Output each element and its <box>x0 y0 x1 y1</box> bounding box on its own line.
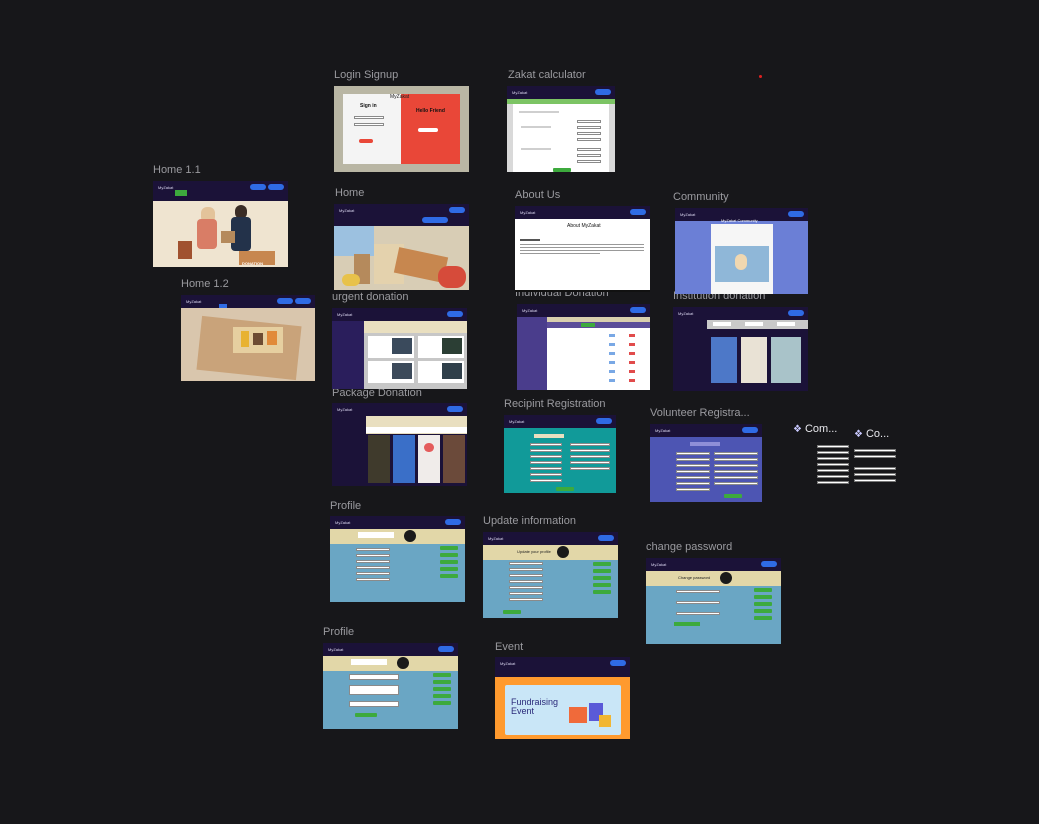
nav-bar: MyZakat <box>334 204 469 217</box>
fundraising-title-line2: Event <box>511 706 535 716</box>
frame-label-package-donation[interactable]: Package Donation <box>332 387 422 399</box>
nav-bar: MyZakat <box>332 308 467 321</box>
component-label-text: Co... <box>865 428 890 440</box>
frame-profile-2[interactable]: MyZakat <box>323 643 458 729</box>
frame-volunteer-registration[interactable]: MyZakat <box>650 424 762 502</box>
frame-label-recipint-registration[interactable]: Recipint Registration <box>504 398 606 410</box>
frame-change-password[interactable]: MyZakat Change password <box>646 558 781 644</box>
frame-label-update-information[interactable]: Update information <box>483 515 576 527</box>
frame-home-1-2[interactable]: MyZakat <box>181 295 315 381</box>
frame-label-profile-2[interactable]: Profile <box>323 626 355 638</box>
component-label-text: Com... <box>804 423 838 435</box>
update-title: Update your profile <box>517 549 551 554</box>
nav-bar: MyZakat <box>323 643 458 656</box>
component-icon: ❖ <box>793 424 802 435</box>
frame-zakat-calculator[interactable]: MyZakat <box>507 86 615 172</box>
frame-label-volunteer-registration[interactable]: Volunteer Registra... <box>650 407 750 419</box>
nav-bar: MyZakat <box>650 424 762 437</box>
red-dot-indicator <box>759 75 762 78</box>
frame-recipint-registration[interactable]: MyZakat <box>504 415 616 493</box>
frame-label-urgent-donation[interactable]: urgent donation <box>332 291 409 303</box>
nav-bar: MyZakat <box>332 403 467 416</box>
nav-bar: MyZakat <box>483 532 618 545</box>
community-title: MyZakat Community <box>721 218 758 223</box>
nav-bar: MyZakat <box>673 307 808 320</box>
component-2[interactable] <box>854 447 898 485</box>
frame-label-zakat-calculator[interactable]: Zakat calculator <box>508 69 586 81</box>
nav-bar: MyZakat <box>517 304 650 317</box>
frame-community[interactable]: MyZakat MyZakat Community <box>675 208 808 294</box>
about-title: About MyZakat <box>567 223 601 229</box>
nav-bar: MyZakat <box>495 657 630 670</box>
nav-bar: MyZakat <box>507 86 615 99</box>
frame-profile[interactable]: MyZakat <box>330 516 465 602</box>
frame-about-us[interactable]: MyZakat About MyZakat <box>515 206 650 292</box>
frame-institution-donation[interactable]: MyZakat <box>673 307 808 391</box>
change-password-title: Change password <box>678 575 711 580</box>
frame-label-profile[interactable]: Profile <box>330 500 362 512</box>
frame-login-signup[interactable]: MyZakat Sign in Hello Friend <box>334 86 469 172</box>
nav-bar: MyZakat <box>515 206 650 219</box>
frame-home[interactable]: MyZakat <box>334 204 469 290</box>
frame-label-home-1-1[interactable]: Home 1.1 <box>153 164 201 176</box>
frame-package-donation[interactable]: MyZakat <box>332 403 467 486</box>
nav-bar: MyZakat <box>504 415 616 428</box>
component-1[interactable] <box>793 443 851 487</box>
frame-label-event[interactable]: Event <box>495 641 524 653</box>
nav-bar: MyZakat <box>181 295 315 308</box>
frame-label-login-signup[interactable]: Login Signup <box>334 69 399 81</box>
login-brand: MyZakat <box>390 94 410 100</box>
frame-label-change-password[interactable]: change password <box>646 541 733 553</box>
component-icon: ❖ <box>854 429 863 440</box>
frame-event[interactable]: MyZakat Fundraising Event <box>495 657 630 739</box>
fundraising-title-line1: Fundraising <box>511 697 559 707</box>
frame-update-information[interactable]: MyZakat Update your profile <box>483 532 618 618</box>
frame-urgent-donation[interactable]: MyZakat <box>332 308 467 389</box>
nav-bar: MyZakat <box>675 208 808 221</box>
frame-label-about-us[interactable]: About Us <box>515 189 561 201</box>
nav-bar: MyZakat <box>646 558 781 571</box>
frame-individual-donation[interactable]: MyZakat <box>517 304 650 390</box>
hello-friend-heading: Hello Friend <box>416 108 445 114</box>
frame-label-home-1-2[interactable]: Home 1.2 <box>181 278 229 290</box>
component-label-1[interactable]: ❖ Com... <box>793 423 837 436</box>
frame-label-home[interactable]: Home <box>335 187 365 199</box>
frame-label-community[interactable]: Community <box>673 191 729 203</box>
sign-in-heading: Sign in <box>360 103 377 109</box>
component-label-2[interactable]: ❖ Co... <box>854 428 889 441</box>
nav-bar: MyZakat <box>330 516 465 529</box>
nav-bar: MyZakat <box>153 181 288 201</box>
frame-home-1-1[interactable]: MyZakat DONATION <box>153 181 288 267</box>
donation-box-label: DONATION <box>242 261 264 266</box>
